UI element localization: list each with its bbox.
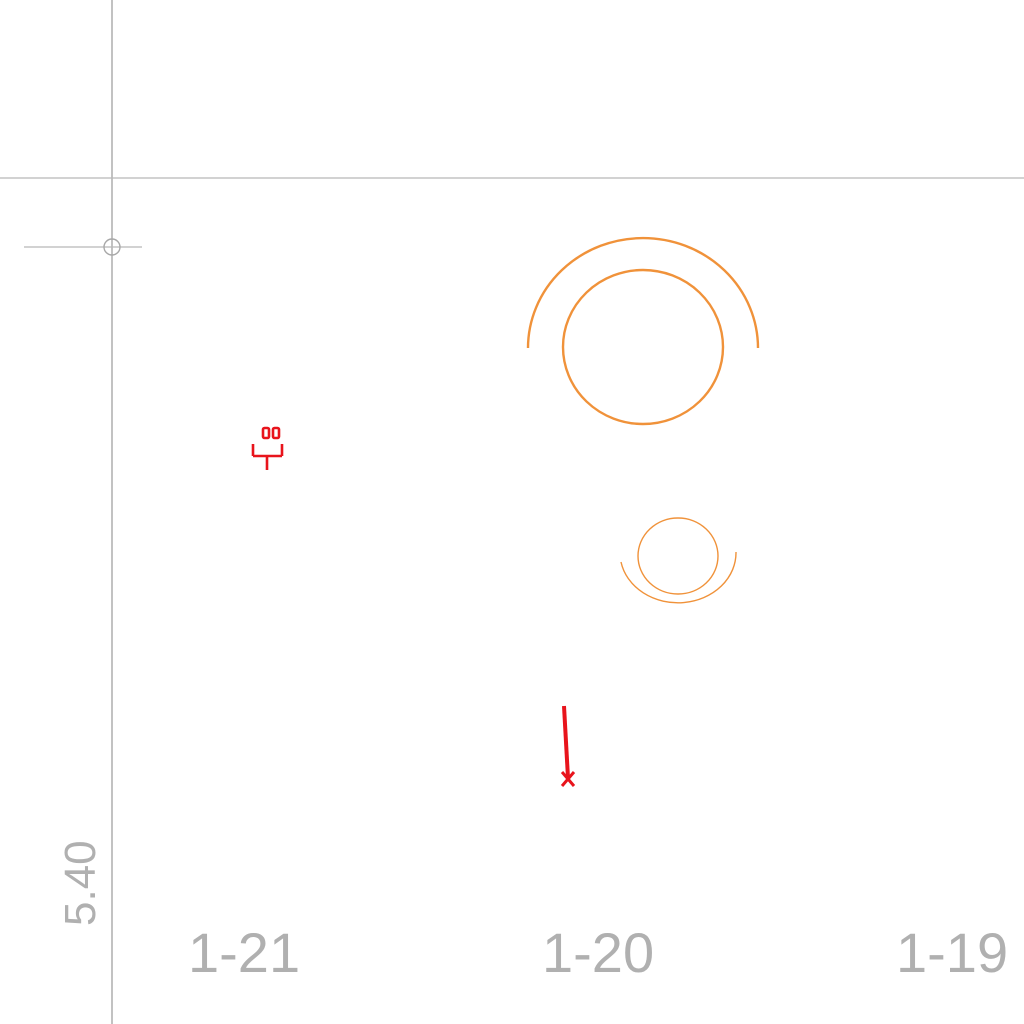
grid-label-left: 1-21	[188, 921, 300, 984]
pipe-marker-icon[interactable]	[560, 705, 576, 787]
circular-fixture-icon[interactable]	[526, 236, 760, 426]
circular-fixture-icon[interactable]	[620, 517, 737, 604]
crosshair-marker-icon[interactable]	[24, 238, 142, 256]
outlet-symbol-icon[interactable]	[251, 426, 284, 470]
dimension-label: 5.40	[56, 840, 105, 926]
grid-label-center: 1-20	[542, 921, 654, 984]
grid-label-right: 1-19	[896, 921, 1008, 984]
